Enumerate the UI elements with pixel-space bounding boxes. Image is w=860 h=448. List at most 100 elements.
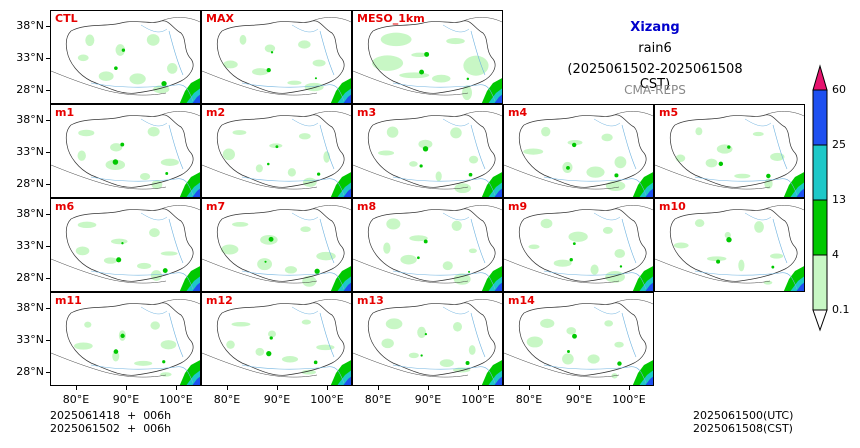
rain-moderate-area xyxy=(266,51,317,80)
rain-cell xyxy=(463,55,489,76)
river xyxy=(319,312,335,358)
river xyxy=(291,212,319,221)
rain-light-area xyxy=(73,321,177,377)
map-canvas xyxy=(202,299,351,385)
rain-cell xyxy=(764,178,773,189)
border-line xyxy=(160,205,200,211)
rain-cell xyxy=(78,129,95,137)
rain-cell xyxy=(450,127,462,139)
rain-heavy-blue xyxy=(645,188,653,197)
rain-cell xyxy=(121,242,124,245)
rain-heavy-area xyxy=(179,78,200,103)
river xyxy=(442,118,470,127)
rain-heavy-blue xyxy=(192,376,200,385)
footer-valid-cst: 2025061508(CST) xyxy=(693,422,793,435)
panel-label: m12 xyxy=(206,294,233,307)
rain-cell xyxy=(453,273,471,285)
longitude-tick-mark xyxy=(529,386,530,390)
rain-cell xyxy=(270,51,274,54)
panel-label: MAX xyxy=(206,12,234,25)
colorbar xyxy=(812,64,828,332)
longitude-tick-mark xyxy=(428,386,429,390)
rain-heavy-blue xyxy=(343,188,351,197)
rain-cell xyxy=(162,268,168,274)
latitude-tick-mark xyxy=(46,120,50,121)
title-source: CMA-REPS xyxy=(624,83,686,97)
colorbar-bin-25-60 xyxy=(812,89,828,146)
latitude-tick-mark xyxy=(46,340,50,341)
map-panel: m6 xyxy=(50,198,201,292)
map-panel: m1 xyxy=(50,104,201,198)
river xyxy=(470,30,486,76)
rain-cell xyxy=(160,340,177,350)
border-line xyxy=(764,205,804,211)
latitude-tick-label: 38°N xyxy=(16,19,44,32)
rain-light-area xyxy=(223,34,326,92)
map-panel: MESO_1km xyxy=(352,10,503,104)
river xyxy=(241,176,345,196)
rain-cell xyxy=(468,172,473,177)
panel-label: m3 xyxy=(357,106,377,119)
border-line xyxy=(51,352,167,378)
river xyxy=(319,218,335,264)
rain-cell xyxy=(380,32,412,47)
rain-cell xyxy=(298,133,311,140)
rain-light-area xyxy=(378,126,479,194)
colorbar-label-13: 13 xyxy=(832,193,846,206)
panel-label: m11 xyxy=(55,294,82,307)
rain-cell xyxy=(114,66,118,70)
rain-cell xyxy=(301,319,311,325)
map-canvas xyxy=(353,111,502,197)
map-canvas xyxy=(353,17,502,103)
rain-cell xyxy=(268,236,274,242)
panel-label: m14 xyxy=(508,294,535,307)
rain-cell xyxy=(419,164,423,168)
river xyxy=(621,312,637,358)
rain-cell xyxy=(468,248,477,254)
border-line xyxy=(202,258,318,284)
longitude-tick-label: 100°E xyxy=(310,393,344,406)
rain-cell xyxy=(523,148,544,155)
rain-cell xyxy=(150,270,162,281)
rain-heavy-area xyxy=(330,360,351,385)
latitude-tick-label: 38°N xyxy=(16,301,44,314)
rain-heavy-blue xyxy=(494,188,502,197)
rain-heavy-blue xyxy=(343,376,351,385)
rain-cell xyxy=(435,171,442,182)
rain-cell xyxy=(601,133,613,142)
rain-cell xyxy=(604,320,614,327)
rain-light-area xyxy=(673,219,784,285)
border-line xyxy=(353,352,469,378)
rain-cell xyxy=(399,72,430,79)
river xyxy=(694,270,798,290)
border-line xyxy=(655,164,771,190)
rain-cell xyxy=(605,180,626,191)
rain-heavy-blue xyxy=(192,94,200,103)
border-line xyxy=(655,258,771,284)
latitude-tick-mark xyxy=(46,184,50,185)
longitude-tick-label: 80°E xyxy=(515,393,543,406)
rain-cell xyxy=(134,360,153,366)
rain-heavy-area xyxy=(179,266,200,291)
rain-heavy-area xyxy=(330,172,351,197)
rain-light-area xyxy=(75,221,178,281)
rain-light-area xyxy=(675,127,785,189)
border-line xyxy=(613,205,653,211)
latitude-tick-mark xyxy=(46,308,50,309)
map-canvas xyxy=(51,17,200,103)
rain-cell xyxy=(386,218,401,230)
rain-cell xyxy=(115,44,126,56)
latitude-tick-mark xyxy=(46,214,50,215)
rain-cell xyxy=(752,131,764,137)
rain-cell xyxy=(255,347,265,356)
rain-cell xyxy=(381,338,394,349)
rain-cell xyxy=(105,159,126,171)
longitude-tick-label: 100°E xyxy=(612,393,646,406)
rain-heavy-area xyxy=(481,266,502,291)
rain-heavy-area xyxy=(632,266,653,291)
river xyxy=(168,30,184,76)
province-boundary xyxy=(669,208,798,282)
rain-heavy-area xyxy=(481,78,502,103)
rain-cell xyxy=(385,318,403,330)
river xyxy=(168,312,184,358)
